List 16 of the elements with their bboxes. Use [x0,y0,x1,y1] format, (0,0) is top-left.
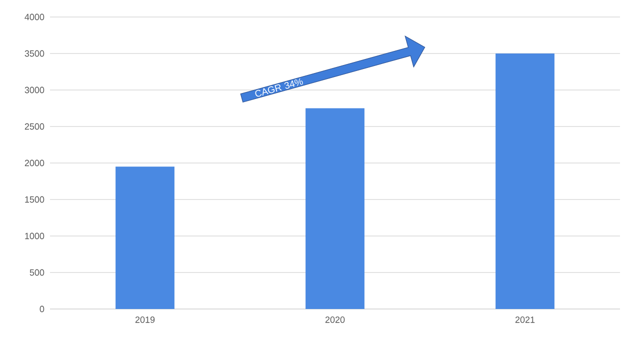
bar [116,166,174,309]
y-tick-label: 3000 [24,86,44,94]
x-tick-label: 2020 [325,316,345,323]
y-tick-label: 1500 [25,196,44,203]
x-tick-label: 2019 [135,316,155,323]
bar [496,53,554,309]
y-tick-label: 2500 [24,123,44,130]
y-tick-label: 3500 [24,50,44,57]
bar [306,108,364,309]
y-tick-label: 1000 [25,232,44,240]
y-tick-label: 4000 [24,14,44,20]
y-tick-label: 2000 [24,160,44,166]
annotation: CAGR 34% [255,78,303,97]
x-tick-label: 2021 [515,316,535,323]
y-tick-label: 500 [30,269,44,276]
y-tick-label: 0 [40,306,44,312]
